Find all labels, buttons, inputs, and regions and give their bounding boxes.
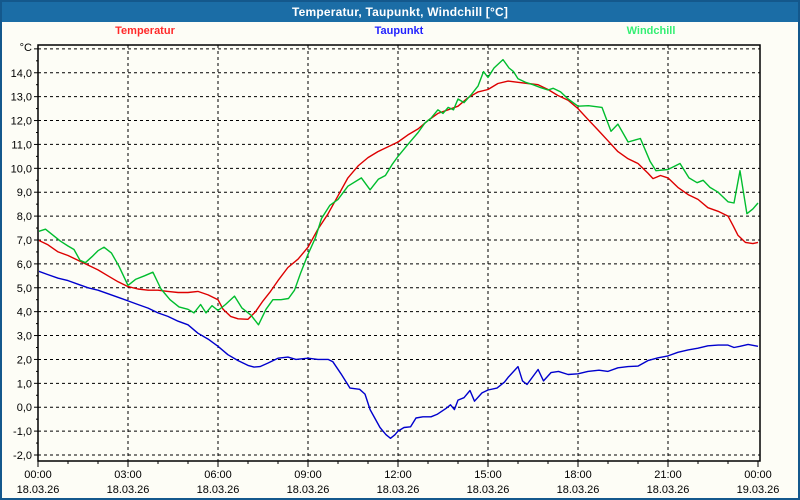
plot-background <box>38 45 760 461</box>
series-line-windchill <box>39 58 759 326</box>
y-tick-label: 5,0 <box>17 283 32 295</box>
series-temperatur <box>39 80 759 320</box>
x-tick-time-label: 09:00 <box>294 469 322 481</box>
y-tick-label: 14,0 <box>11 68 32 80</box>
y-tick-label: 8,0 <box>17 211 32 223</box>
x-tick-date-label: 19.03.26 <box>737 484 780 496</box>
x-tick-date-label: 18.03.26 <box>197 484 240 496</box>
legend-item-windchill: Windchill <box>626 25 676 37</box>
x-tick-date-label: 18.03.26 <box>467 484 510 496</box>
y-tick-label: 10,0 <box>11 163 32 175</box>
y-tick-label: 9,0 <box>17 187 32 199</box>
x-tick-date-label: 18.03.26 <box>557 484 600 496</box>
y-axis-labels: 14,0 13,0 12,0 11,0 10,0 9,0 8,0 7,0 6,0 5,0 4,0 3,… <box>11 68 32 462</box>
y-tick-label: 2,0 <box>17 354 32 366</box>
x-tick-time-label: 15:00 <box>474 469 502 481</box>
y-tick-label: 11,0 <box>11 139 32 151</box>
x-tick-time-label: 00:00 <box>24 469 52 481</box>
title-bar: Temperatur, Taupunkt, Windchill [°C] <box>2 2 798 22</box>
series-windchill <box>39 58 759 326</box>
y-tick-label: 13,0 <box>11 92 32 104</box>
y-tick-label: -2,0 <box>13 450 32 462</box>
chart-legend: Temperatur Taupunkt Windchill <box>2 22 798 44</box>
legend-item-temperatur: Temperatur <box>115 25 175 37</box>
x-tick-date-label: 18.03.26 <box>647 484 690 496</box>
x-tick-date-label: 18.03.26 <box>17 484 60 496</box>
y-axis-ticks <box>34 48 38 456</box>
series-taupunkt <box>39 270 759 439</box>
plot-border <box>37 44 761 462</box>
y-tick-label: 3,0 <box>17 331 32 343</box>
y-tick-label: 12,0 <box>11 116 32 128</box>
series-line-taupunkt <box>39 270 759 439</box>
x-axis-labels: 00:00 18.03.26 03:00 18.03.26 06:00 18.03.26 0… <box>17 469 780 496</box>
x-tick-time-label: 12:00 <box>384 469 412 481</box>
x-tick-time-label: 21:00 <box>654 469 682 481</box>
x-tick-date-label: 18.03.26 <box>107 484 150 496</box>
y-axis-unit-label: °C <box>20 42 32 54</box>
y-tick-label: 6,0 <box>17 259 32 271</box>
page-title: Temperatur, Taupunkt, Windchill [°C] <box>291 5 509 19</box>
x-tick-date-label: 18.03.26 <box>377 484 420 496</box>
x-tick-time-label: 06:00 <box>204 469 232 481</box>
x-axis-ticks <box>37 461 759 467</box>
y-tick-label: -1,0 <box>13 426 32 438</box>
y-tick-label: 0,0 <box>17 402 32 414</box>
y-tick-label: 1,0 <box>17 378 32 390</box>
gridlines <box>38 45 760 461</box>
y-tick-label: 4,0 <box>17 307 32 319</box>
y-tick-label: 7,0 <box>17 235 32 247</box>
x-tick-time-label: 00:00 <box>744 469 772 481</box>
x-tick-date-label: 18.03.26 <box>287 484 330 496</box>
x-tick-time-label: 18:00 <box>564 469 592 481</box>
series-line-temperatur <box>39 80 759 320</box>
x-tick-time-label: 03:00 <box>114 469 142 481</box>
legend-item-taupunkt: Taupunkt <box>374 25 424 37</box>
